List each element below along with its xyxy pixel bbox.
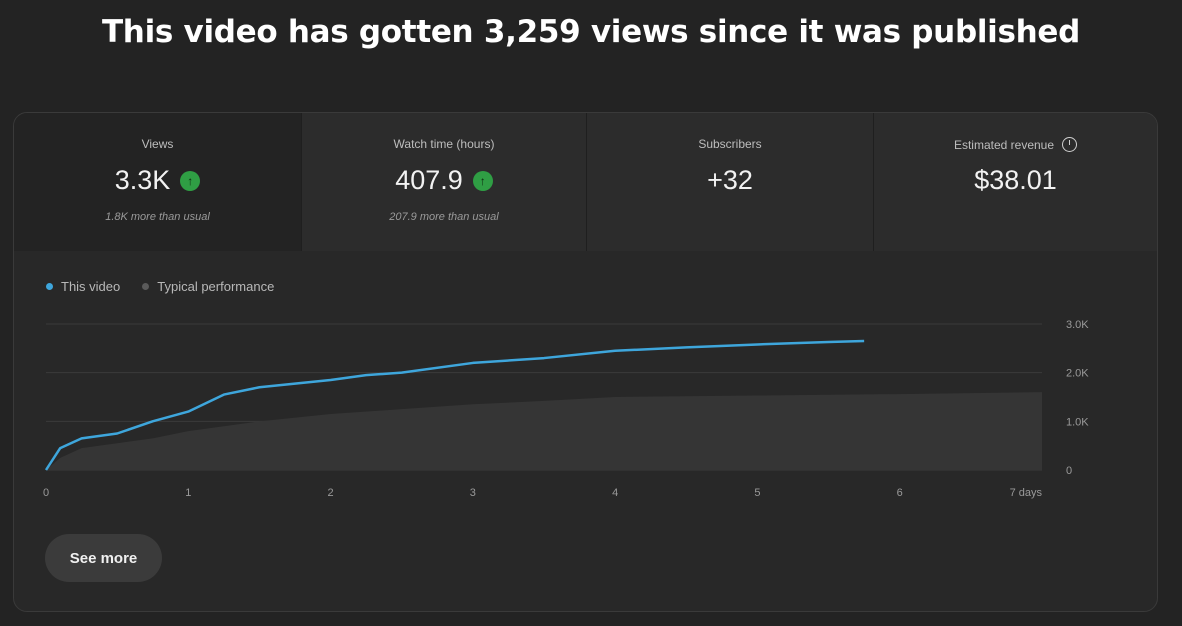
typical-performance-area <box>46 392 1042 470</box>
metric-watch-time[interactable]: Watch time (hours) 407.9 ↑ 207.9 more th… <box>301 113 586 251</box>
metric-value-text: +32 <box>707 165 753 195</box>
x-tick-label: 3 <box>470 487 476 499</box>
x-tick-label: 0 <box>43 487 49 499</box>
x-tick-label: 5 <box>754 487 760 499</box>
this-video-line <box>44 339 865 471</box>
metric-value: $38.01 <box>874 165 1157 196</box>
views-chart: 0 1.0K 2.0K 3.0K 0 1 2 3 4 5 6 7 days <box>43 319 1089 499</box>
metric-label: Estimated revenue <box>874 137 1157 152</box>
page-headline: This video has gotten 3,259 views since … <box>101 14 1081 50</box>
metric-value: 407.9 ↑ <box>302 165 586 196</box>
metric-value-text: $38.01 <box>974 165 1057 195</box>
legend-dot <box>142 283 150 290</box>
metrics-row: Views 3.3K ↑ 1.8K more than usual Watch … <box>14 113 1157 251</box>
metric-revenue[interactable]: Estimated revenue $38.01 <box>873 113 1157 251</box>
arrow-up-icon: ↑ <box>180 170 201 191</box>
legend-item-typical: Typical performance <box>142 279 274 294</box>
metric-value: 3.3K ↑ <box>14 165 301 196</box>
x-tick-label: 4 <box>612 487 618 499</box>
legend-label: This video <box>61 279 121 294</box>
analytics-card: Views 3.3K ↑ 1.8K more than usual Watch … <box>13 112 1158 612</box>
x-tick-label: 2 <box>328 487 334 499</box>
legend-dot <box>46 283 53 290</box>
y-tick-label: 2.0K <box>1066 368 1089 380</box>
metric-value: +32 <box>587 165 873 196</box>
y-tick-label: 3.0K <box>1066 319 1089 331</box>
arrow-up-icon: ↑ <box>472 170 493 191</box>
metric-label: Watch time (hours) <box>393 137 495 151</box>
y-tick-label: 0 <box>1066 465 1072 477</box>
x-tick-label: 6 <box>897 487 903 499</box>
see-more-button[interactable]: See more <box>45 534 162 582</box>
metric-comparison: 207.9 more than usual <box>389 211 499 223</box>
metric-label-text: Estimated revenue <box>953 138 1055 152</box>
legend-label: Typical performance <box>157 279 275 294</box>
metric-value-text: 3.3K <box>114 165 171 195</box>
metric-label: Views <box>141 137 174 151</box>
x-tick-label: 7 days <box>1010 487 1043 499</box>
metric-comparison: 1.8K more than usual <box>105 211 210 223</box>
metric-label: Subscribers <box>698 137 762 151</box>
chart-legend: This video Typical performance <box>46 279 274 294</box>
metric-views[interactable]: Views 3.3K ↑ 1.8K more than usual <box>14 113 301 251</box>
legend-item-this-video: This video <box>46 279 120 294</box>
metric-subscribers[interactable]: Subscribers +32 <box>586 113 873 251</box>
clock-icon <box>1062 137 1078 152</box>
x-tick-label: 1 <box>185 487 191 499</box>
metric-value-text: 407.9 <box>395 165 463 195</box>
y-tick-label: 1.0K <box>1066 416 1089 428</box>
